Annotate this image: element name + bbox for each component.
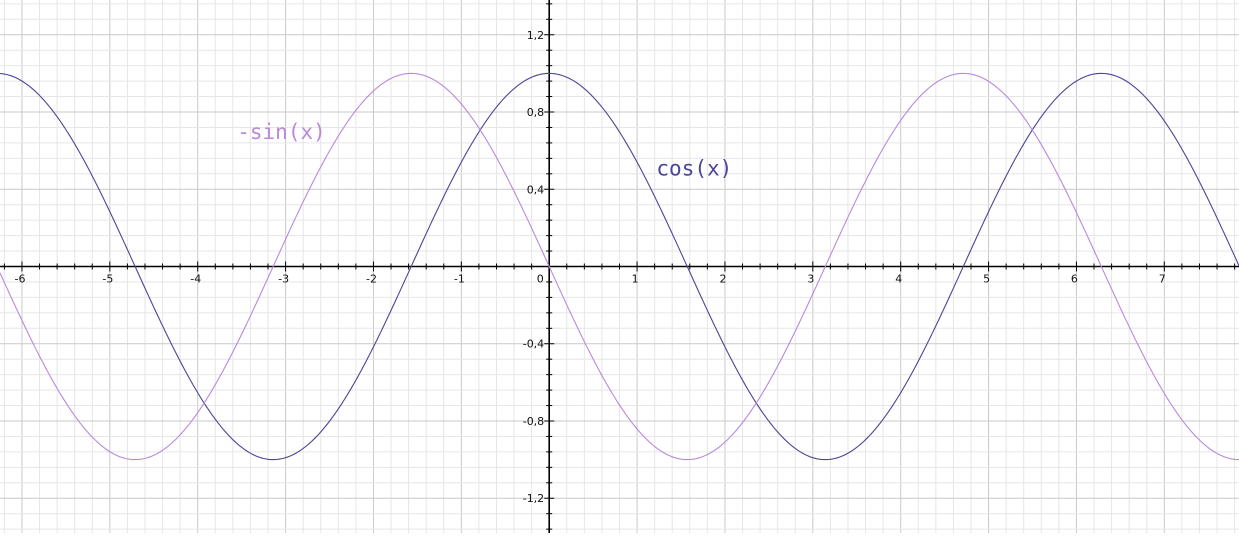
- y-tick-label: -0,4: [523, 338, 544, 351]
- y-tick-label: -1,2: [523, 492, 544, 505]
- x-tick-label: 7: [1159, 273, 1166, 286]
- x-tick-label: 4: [895, 273, 902, 286]
- y-tick-label: 0,8: [527, 106, 545, 119]
- x-tick-label: 5: [983, 273, 990, 286]
- x-tick-label: -6: [14, 273, 25, 286]
- series-label-neg-sin: -sin(x): [237, 120, 326, 144]
- x-tick-label: 3: [807, 273, 814, 286]
- y-tick-label: 0,4: [527, 183, 545, 196]
- series: [0, 72, 1239, 461]
- x-tick-label: -1: [454, 273, 465, 286]
- x-tick-label: -4: [190, 273, 201, 286]
- series-line-neg-sin: [0, 72, 1239, 461]
- series-labels: cos(x) -sin(x): [237, 120, 732, 181]
- x-tick-label: -2: [366, 273, 377, 286]
- x-tick-label: -3: [278, 273, 289, 286]
- x-tick-label: -5: [102, 273, 113, 286]
- x-tick-label: 6: [1071, 273, 1078, 286]
- y-tick-label: 1,2: [527, 29, 545, 42]
- ticks: [3, 3, 1236, 530]
- x-tick-label: 2: [719, 273, 726, 286]
- tick-labels: -6 -5 -4 -3 -2 -1 0 1 2 3 4 5 6 7 1,2 0,8 0,4 -0,4 -0,8 -1,…: [14, 29, 1165, 505]
- x-tick-label: 0: [537, 273, 544, 286]
- series-label-cos: cos(x): [656, 157, 732, 181]
- x-tick-label: 1: [632, 273, 639, 286]
- y-tick-label: -0,8: [523, 415, 544, 428]
